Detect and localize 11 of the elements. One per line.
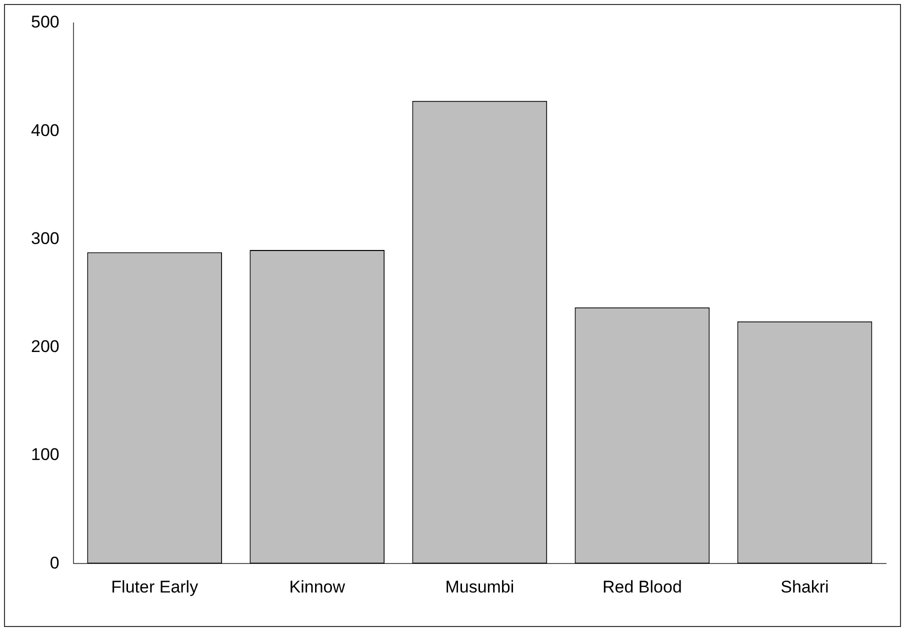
y-tick-label: 100 [30,445,60,464]
x-tick-label: Red Blood [602,577,682,596]
y-tick-label: 500 [30,12,60,32]
x-tick-label: Musumbi [445,577,514,596]
x-tick-label: Kinnow [289,577,346,596]
y-tick-label: 400 [30,120,60,140]
y-tick-label: 0 [50,553,60,572]
x-tick-label: Fluter Early [111,577,199,596]
x-tick-label: Shakri [780,577,829,596]
y-tick-label: 200 [30,337,60,356]
y-tick-label: 300 [30,228,60,248]
